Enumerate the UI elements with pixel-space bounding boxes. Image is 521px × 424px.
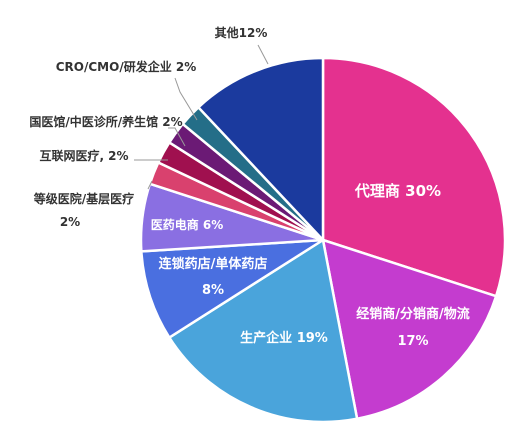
slice-label: 互联网医疗, 2%	[39, 148, 128, 163]
slice-label: CRO/CMO/研发企业 2%	[56, 59, 197, 74]
pie-slice	[140, 238, 324, 340]
leader-line	[147, 180, 153, 190]
slice-label: 医药电商 6%	[151, 217, 224, 232]
slice-label: 8%	[202, 283, 224, 298]
leader-line	[174, 77, 198, 121]
pie-slice	[196, 56, 325, 244]
slice-label: 17%	[397, 334, 428, 349]
pie-slice	[321, 56, 507, 298]
slice-label: 经销商/分销商/物流	[356, 306, 470, 322]
leader-line	[168, 127, 186, 147]
slice-label: 等级医院/基层医疗	[33, 191, 134, 206]
pie-slice	[167, 237, 359, 424]
slice-label: 其他12%	[215, 25, 268, 40]
slice-label: 代理商 30%	[354, 182, 441, 200]
slice-label: 生产企业 19%	[240, 330, 328, 346]
slice-label: 2%	[60, 215, 80, 229]
slice-label: 国医馆/中医诊所/养生馆 2%	[29, 114, 182, 129]
pie-slice	[321, 238, 498, 421]
leader-line	[257, 44, 269, 65]
slice-label: 连锁药店/单体药店	[159, 256, 268, 272]
